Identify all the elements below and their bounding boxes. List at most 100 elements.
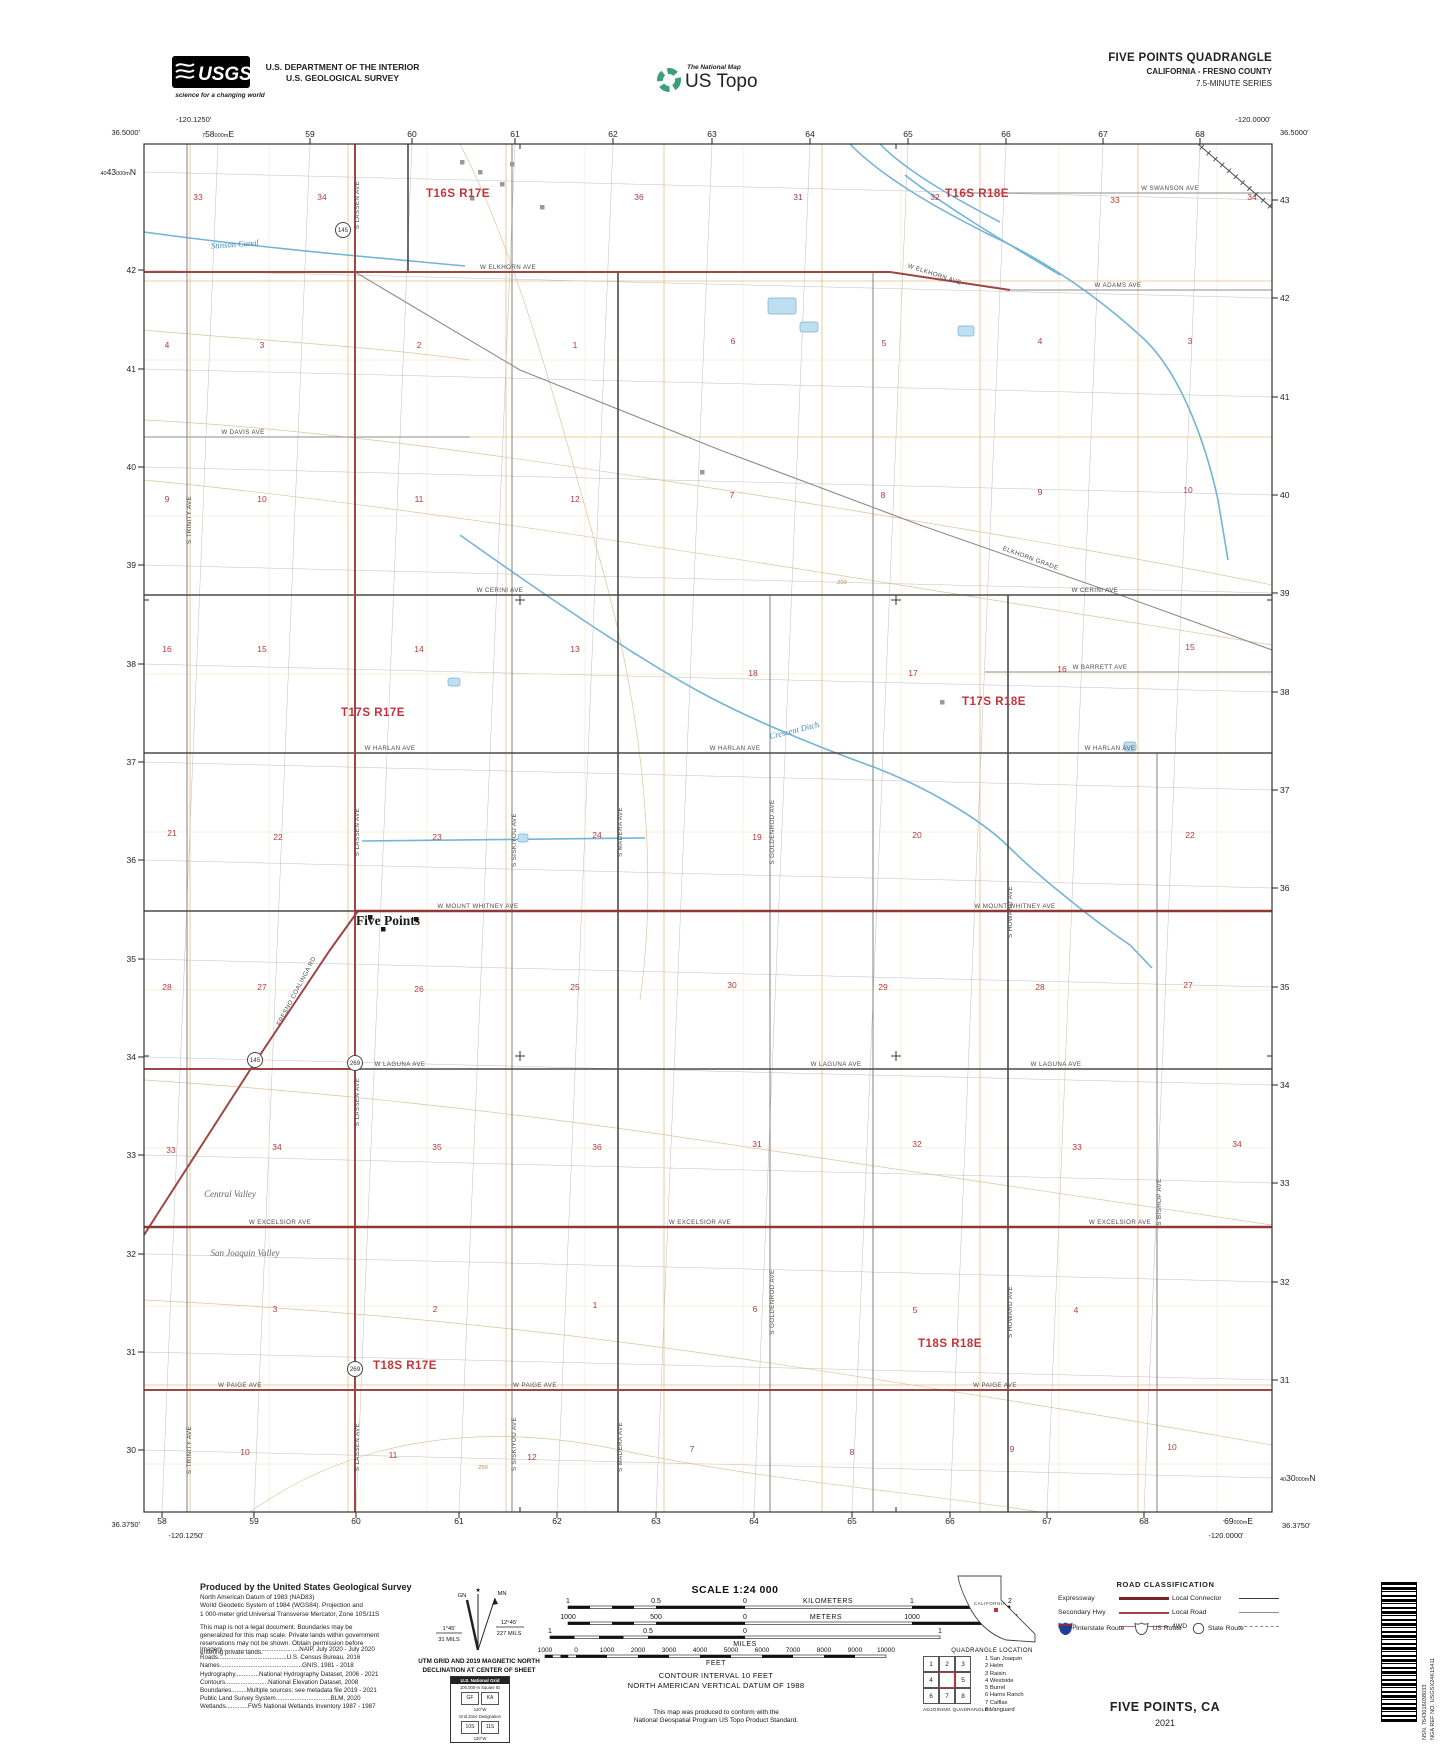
produced-by-block: Produced by the United States Geological… <box>200 1582 435 1657</box>
nga-ref-number: NGA REF NO. USGSX24K15411 <box>1430 1657 1436 1740</box>
road-name-label: S TRINITY AVE <box>186 1426 193 1474</box>
utm-northing-label: 42 <box>1280 293 1290 303</box>
utm-grid-line <box>1143 143 1201 1513</box>
ustopo-logo: The National Map US Topo <box>655 62 775 102</box>
section-number: 22 <box>1185 830 1195 840</box>
california-label: CALIFORNIA <box>974 1601 1006 1606</box>
department-heading: U.S. DEPARTMENT OF THE INTERIOR U.S. GEO… <box>255 62 430 84</box>
road-road <box>354 271 1273 651</box>
road-name-label: W EXCELSIOR AVE <box>1089 1219 1151 1226</box>
datum-line: 1 000-meter grid:Universal Transverse Me… <box>200 1610 380 1618</box>
road-name-label: W BARRETT AVE <box>1073 664 1128 671</box>
scale-bar-seg <box>912 1606 1010 1609</box>
railroad-tick <box>1226 168 1232 174</box>
utm-northing-label: 4043000mN <box>101 167 137 177</box>
utm-northing-label: 38 <box>1280 687 1290 697</box>
utm-grid-line <box>143 663 1273 693</box>
utm-grid-line <box>143 1253 1273 1283</box>
section-number: 17 <box>908 668 918 678</box>
state-route-item: State Route <box>1192 1622 1244 1635</box>
legend-secondary-hwy-sample <box>1119 1611 1169 1614</box>
scale-unit-label: FEET <box>706 1660 726 1667</box>
quadrangle-subtitle: CALIFORNIA - FRESNO COUNTY <box>1146 67 1272 76</box>
road-name-label: ELKHORN GRADE <box>1002 545 1060 572</box>
railroad-tick <box>1199 144 1205 150</box>
railroad-tick <box>1247 185 1252 192</box>
utm-northing-label: 41 <box>1280 392 1290 402</box>
contour-line <box>143 1299 1273 1446</box>
scale-tick-label: 0 <box>574 1647 578 1654</box>
section-number: 22 <box>273 832 283 842</box>
road-name-label: S LASSEN AVE <box>354 808 361 856</box>
adjoining-quadrangle-name: 5 Burrel <box>985 1685 1006 1692</box>
railroad-tick <box>1213 156 1218 162</box>
sheet-year: 2021 <box>1154 1718 1176 1728</box>
utm-easting-label: 59 <box>305 129 315 139</box>
quadrangle-series: 7.5-MINUTE SERIES <box>1195 79 1272 88</box>
usgs-logo-box <box>172 56 250 88</box>
scale-bar-seg <box>700 1655 731 1658</box>
us-national-grid-box: U.S. National Grid 100,000-m Square ID G… <box>450 1676 510 1743</box>
contour-line <box>143 1079 1273 1226</box>
township-range-label: T17S R18E <box>962 696 1026 708</box>
utm-grid-line <box>143 368 1273 398</box>
utm-grid-line <box>1046 143 1104 1513</box>
section-number: 33 <box>193 192 203 202</box>
road-name-label: W ADAMS AVE <box>1095 282 1142 289</box>
road-name-label: W LAGUNA AVE <box>811 1061 862 1068</box>
utm-easting-label: 63 <box>651 1516 661 1526</box>
state-route-label: State Route <box>1207 1625 1244 1632</box>
utm-grid-line <box>753 143 811 1513</box>
utm-northing-label: 39 <box>1280 588 1290 598</box>
legend-4wd-sample <box>1239 1626 1279 1627</box>
section-number: 8 <box>850 1447 855 1457</box>
township-range-label: T17S R17E <box>341 707 405 719</box>
utm-easting-label: 65 <box>903 129 913 139</box>
section-number: 8 <box>881 490 886 500</box>
natgrid-lon2: 120°W <box>473 1736 487 1741</box>
route-shield <box>347 1361 363 1377</box>
road-name-label: W HARLAN AVE <box>365 745 416 752</box>
road-name-label: W ELKHORN AVE <box>480 264 536 271</box>
interstate-shield-icon <box>1058 1622 1073 1635</box>
section-number: 26 <box>414 984 424 994</box>
utm-northing-label: 30 <box>127 1445 137 1455</box>
section-number: 2 <box>417 340 422 350</box>
utm-grid-line <box>143 1154 1273 1184</box>
section-number: 10 <box>240 1447 250 1457</box>
utm-easting-label: 63 <box>707 129 717 139</box>
section-number: 28 <box>1035 982 1045 992</box>
datum-line: entering private lands. <box>200 1648 263 1656</box>
road-name-label: S BISHOP AVE <box>1156 1178 1163 1225</box>
adjoining-grid-cell: 5 <box>955 1672 971 1688</box>
corner-coordinate: 36.5000' <box>111 128 140 137</box>
road-name-label: W MOUNT WHITNEY AVE <box>437 903 518 910</box>
section-number: 31 <box>793 192 803 202</box>
section-number: 16 <box>1057 664 1067 674</box>
sheet-title-block: FIVE POINTS, CA 2021 <box>1065 1700 1265 1728</box>
railroad-tick <box>1253 191 1259 197</box>
natgrid-title: U.S. National Grid <box>451 1677 509 1684</box>
road-name-label: W HARLAN AVE <box>710 745 761 752</box>
dept-line1: U.S. DEPARTMENT OF THE INTERIOR <box>265 62 420 72</box>
route-shield-number: 269 <box>350 1060 361 1067</box>
legend-local-road-sample <box>1239 1612 1279 1613</box>
scale-bar-seg <box>824 1655 855 1658</box>
credit-line: Names...................................… <box>200 1662 354 1670</box>
building <box>510 162 515 167</box>
scale-tick-label: 6000 <box>755 1647 770 1654</box>
utm-grid-line <box>143 269 1273 299</box>
road-name-label: W ELKHORN AVE <box>907 263 962 287</box>
adjoining-quadrangle-name: 8 Vanguard <box>985 1707 1015 1714</box>
mn-declination-mils: 227 MILS <box>497 1631 522 1637</box>
road-name-label: W CERINI AVE <box>477 587 524 594</box>
section-number: 16 <box>162 644 172 654</box>
railroad-tick <box>1260 197 1266 203</box>
road-name-label: W SWANSON AVE <box>1141 185 1199 192</box>
adjoining-quadrangle-name: 6 Harris Ranch <box>985 1692 1024 1699</box>
section-number: 34 <box>317 192 327 202</box>
route-shield <box>347 1055 363 1071</box>
utm-grid-line <box>143 564 1273 594</box>
section-number: 31 <box>752 1139 762 1149</box>
utm-northing-label: 33 <box>127 1150 137 1160</box>
